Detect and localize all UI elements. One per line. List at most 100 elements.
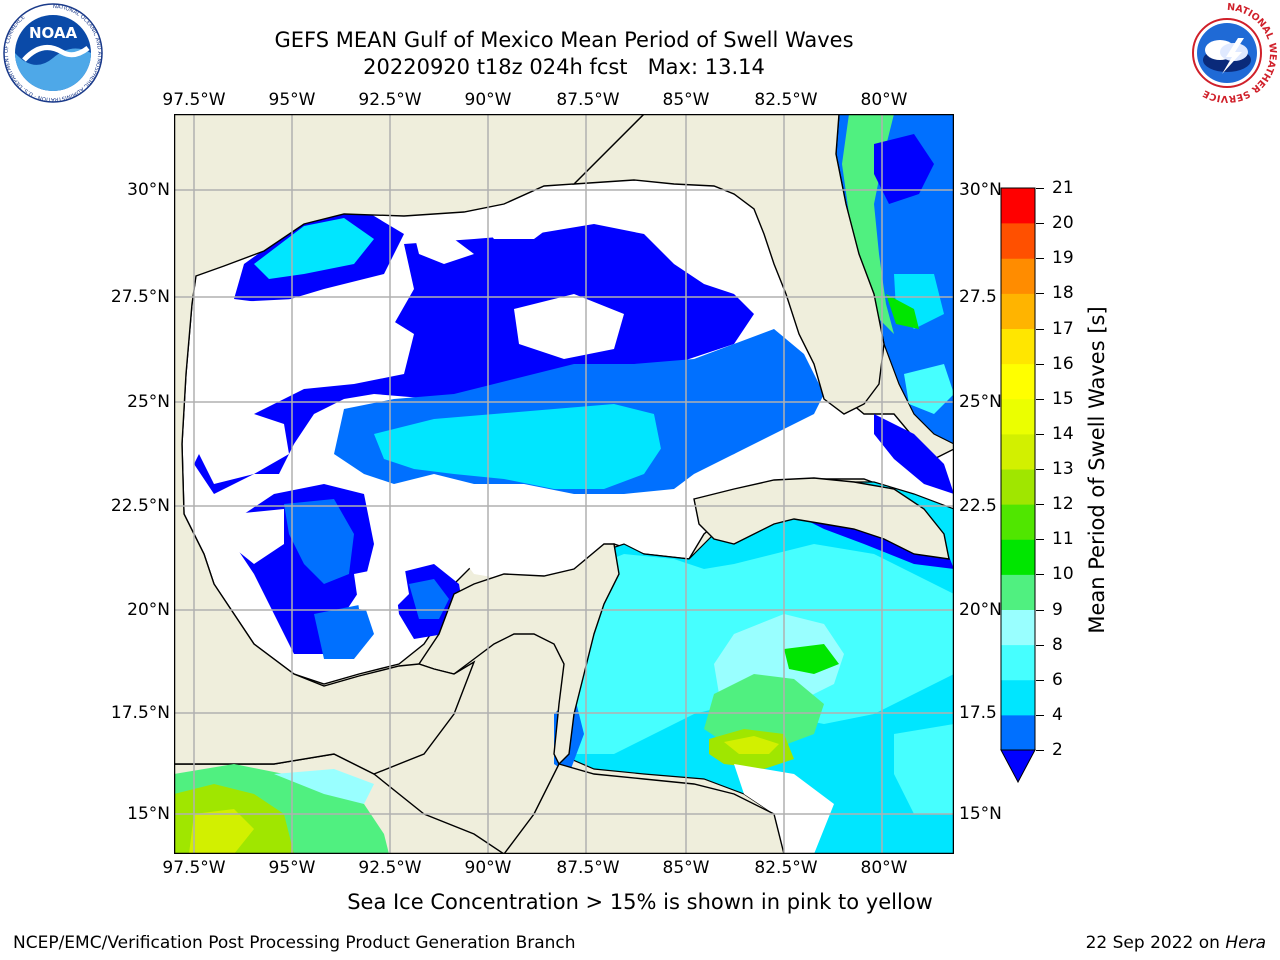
colorbar-segment [1001, 363, 1035, 400]
colorbar-tick [1036, 609, 1044, 611]
colorbar-tick-label: 13 [1052, 459, 1074, 479]
colorbar-tick [1036, 363, 1044, 365]
florida-land [572, 114, 885, 415]
colorbar-segment [1001, 258, 1035, 294]
lat-tick-right: 30°N [959, 180, 1002, 200]
map-canvas [173, 113, 955, 855]
map-title-line1: GEFS MEAN Gulf of Mexico Mean Period of … [274, 28, 854, 52]
colorbar-tick-label: 6 [1052, 669, 1063, 690]
colorbar-tick [1036, 574, 1044, 576]
colorbar-tick [1036, 258, 1044, 260]
lon-tick-top: 92.5°W [358, 90, 422, 110]
graticule [174, 114, 954, 854]
colorbar-title: Mean Period of Swell Waves [s] [1085, 306, 1109, 634]
lat-tick-left: 27.5°N [110, 287, 170, 307]
lat-tick-right: 20°N [959, 600, 1002, 620]
lon-tick-top: 82.5°W [754, 90, 818, 110]
lon-tick-top: 80°W [860, 90, 908, 110]
lon-tick-bottom: 95°W [268, 858, 316, 878]
lat-tick-left: 30°N [127, 180, 170, 200]
colorbar-segment [1001, 188, 1035, 224]
lat-tick-right: 15°N [959, 804, 1002, 824]
sea-ice-note: Sea Ice Concentration > 15% is shown in … [347, 890, 933, 914]
footer-date: 22 Sep 2022 on Hera [1086, 933, 1266, 953]
mexico-land [174, 114, 645, 775]
colorbar-tick-label: 20 [1052, 213, 1074, 234]
colorbar-tick-label: 16 [1052, 353, 1074, 374]
lon-tick-top: 95°W [268, 90, 316, 110]
lat-tick-right: 27.5 [959, 287, 997, 307]
colorbar-segment [1001, 223, 1035, 259]
lon-tick-bottom: 97.5°W [162, 858, 226, 878]
lon-tick-bottom: 80°W [860, 858, 908, 878]
colorbar-tick-label: 4 [1052, 704, 1063, 725]
lat-tick-left: 15°N [127, 804, 170, 824]
colorbar-segment [1001, 504, 1035, 540]
colorbar-segment [1001, 679, 1035, 716]
colorbar [1000, 186, 1036, 786]
colorbar-tick-label: 12 [1052, 494, 1074, 515]
lat-tick-left: 20°N [127, 600, 170, 620]
colorbar-tick [1036, 644, 1044, 646]
lon-tick-top: 97.5°W [162, 90, 226, 110]
colorbar-tick-label: 17 [1052, 318, 1074, 339]
colorbar-tick-label: 2 [1052, 740, 1063, 760]
lon-tick-top: 85°W [662, 90, 710, 110]
colorbar-tick-label: 21 [1052, 178, 1074, 198]
lon-tick-top: 90°W [464, 90, 512, 110]
colorbar-tick [1036, 188, 1044, 189]
lon-tick-bottom: 85°W [662, 858, 710, 878]
colorbar-tick-label: 8 [1052, 634, 1063, 655]
colorbar-tick [1036, 469, 1044, 470]
colorbar-segment [1001, 398, 1035, 435]
colorbar-tick-label: 19 [1052, 248, 1074, 269]
lon-tick-top: 87.5°W [556, 90, 620, 110]
colorbar-segment [1001, 714, 1035, 751]
colorbar-extend [1000, 749, 1036, 784]
noaa-logo-text: NOAA [29, 24, 78, 42]
colorbar-tick [1036, 714, 1044, 716]
noaa-logo: NOAA NATIONAL OCEANIC AND ATMOSPHERIC AD… [2, 2, 104, 104]
colorbar-tick-label: 18 [1052, 283, 1074, 304]
lat-tick-right: 17.5 [959, 703, 997, 723]
colorbar-segment [1001, 469, 1035, 505]
lat-tick-left: 17.5°N [110, 703, 170, 723]
colorbar-segment [1001, 609, 1035, 646]
lon-tick-bottom: 92.5°W [358, 858, 422, 878]
colorbar-tick [1036, 223, 1044, 225]
colorbar-tick-label: 15 [1052, 388, 1074, 409]
colorbar-tick [1036, 433, 1044, 435]
footer-date-text: 22 Sep 2022 on [1085, 933, 1226, 953]
lon-tick-bottom: 90°W [464, 858, 512, 878]
colorbar-tick [1036, 539, 1044, 541]
lat-tick-left: 25°N [127, 392, 170, 412]
colorbar-tick [1036, 328, 1044, 330]
lat-tick-right: 22.5 [959, 496, 997, 516]
colorbar-tick [1036, 293, 1044, 295]
colorbar-tick [1036, 750, 1044, 751]
colorbar-segment [1001, 539, 1035, 575]
colorbar-segment [1001, 433, 1035, 470]
colorbar-segment [1001, 328, 1035, 365]
colorbar-frame [1000, 187, 1036, 751]
colorbar-segment [1001, 644, 1035, 681]
footer-host: Hera [1225, 933, 1266, 953]
map-frame [173, 113, 955, 855]
lat-tick-right: 25°N [959, 392, 1002, 412]
lat-tick-left: 22.5°N [110, 496, 170, 516]
colorbar-segment [1001, 293, 1035, 329]
map-title-line2: 20220920 t18z 024h fcst Max: 13.14 [363, 55, 765, 79]
cuba-land [693, 477, 950, 560]
colorbar-segment [1001, 574, 1035, 610]
colorbar-tick-label: 14 [1052, 423, 1074, 444]
lon-tick-bottom: 82.5°W [754, 858, 818, 878]
footer-credit: NCEP/EMC/Verification Post Processing Pr… [13, 933, 576, 953]
colorbar-tick [1036, 398, 1044, 400]
colorbar-tick-label: 11 [1052, 529, 1074, 550]
map-panel [173, 113, 955, 855]
colorbar-tick-label: 10 [1052, 564, 1074, 585]
lon-tick-bottom: 87.5°W [556, 858, 620, 878]
nws-logo: NATIONAL WEATHER SERVICE [1176, 2, 1278, 104]
colorbar-tick [1036, 679, 1044, 681]
colorbar-tick [1036, 504, 1044, 506]
